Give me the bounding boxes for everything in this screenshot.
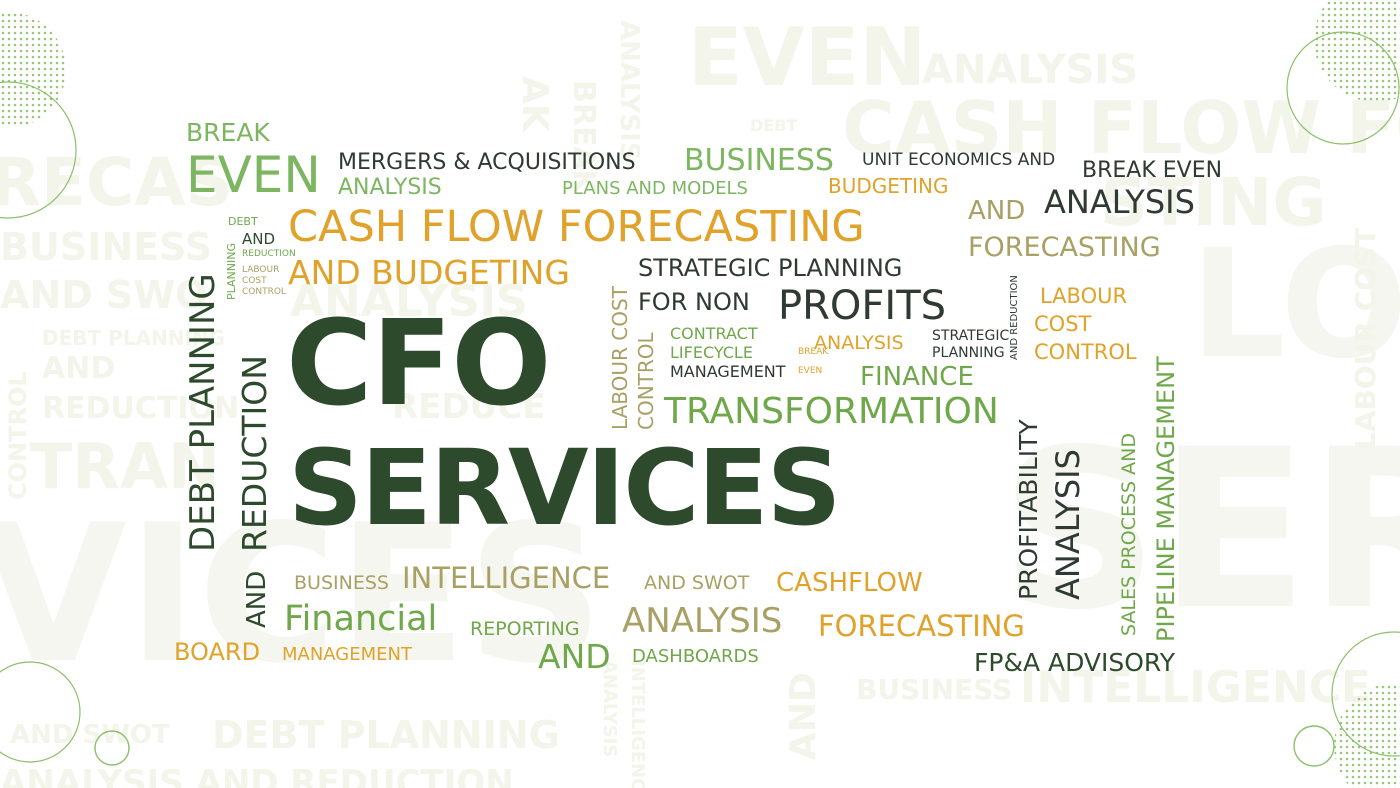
watermark-debt-planning-bottom: DEBT PLANNING bbox=[212, 713, 560, 757]
word-analysis-2: ANALYSIS bbox=[1044, 183, 1195, 221]
dot-pattern-bottom-right bbox=[1334, 683, 1400, 788]
word-reduction: REDUCTION bbox=[235, 355, 274, 552]
watermark-reduce: REDUCE bbox=[392, 387, 546, 427]
word-control-small: CONTROL bbox=[242, 287, 286, 297]
word-transformation: TRANSFORMATION bbox=[664, 391, 999, 432]
word-mergers: MERGERS & ACQUISITIONS bbox=[338, 150, 636, 175]
word-control: CONTROL bbox=[1034, 340, 1137, 364]
word-planning: PLANNING bbox=[932, 345, 1005, 361]
word-forecasting-1: FORECASTING bbox=[968, 232, 1161, 263]
word-profitability: PROFITABILITY bbox=[1014, 419, 1043, 600]
ring-bottom-right bbox=[1331, 631, 1400, 757]
word-and-budgeting: AND BUDGETING bbox=[288, 253, 570, 292]
watermark-recast: RECAS bbox=[0, 144, 233, 221]
word-business-2: BUSINESS bbox=[294, 572, 389, 594]
ring-top-left bbox=[0, 81, 77, 219]
word-and-vertical: AND bbox=[242, 570, 272, 628]
dot-pattern-top-left bbox=[0, 12, 66, 128]
watermark-intelligence: INTELLIGENCE bbox=[1020, 662, 1372, 713]
word-unit-economics: UNIT ECONOMICS AND bbox=[862, 150, 1056, 170]
small-ring-bottom-left bbox=[94, 730, 130, 766]
word-budgeting-1: BUDGETING bbox=[828, 174, 949, 198]
word-intelligence: INTELLIGENCE bbox=[402, 561, 611, 595]
word-break: BREAK bbox=[186, 118, 270, 147]
word-and-reduction-v: AND REDUCTION bbox=[1009, 275, 1020, 360]
watermark-vices: VICES bbox=[0, 484, 604, 705]
word-board: BOARD bbox=[174, 638, 261, 666]
watermark-serv: SERV bbox=[1000, 402, 1400, 658]
word-debt-small: DEBT bbox=[228, 215, 258, 228]
word-profits: PROFITS bbox=[778, 283, 947, 329]
word-and-swot: AND SWOT bbox=[644, 572, 750, 594]
word-finance: FINANCE bbox=[860, 362, 974, 392]
word-for-non: FOR NON bbox=[638, 288, 750, 316]
watermark-business: BUSINESS bbox=[0, 225, 213, 269]
watermark-sting: STING bbox=[1100, 164, 1327, 241]
word-even-v: EVEN bbox=[798, 366, 823, 376]
word-control-v: CONTROL bbox=[634, 332, 658, 430]
ring-top-right bbox=[1286, 31, 1400, 145]
word-analysis-4: ANALYSIS bbox=[622, 601, 783, 641]
watermark-tran: TRAN bbox=[30, 430, 220, 503]
watermark-reduction: REDUCTION bbox=[42, 391, 240, 426]
word-pipeline-management: PIPELINE MANAGEMENT bbox=[1152, 356, 1180, 642]
watermark-and: AND bbox=[42, 351, 116, 386]
word-break-v: BREAK bbox=[798, 347, 829, 357]
watermark-and-swot: AND SWOT bbox=[10, 720, 170, 750]
word-debt-planning: DEBT PLANNING bbox=[183, 273, 223, 552]
word-plans-models: PLANS AND MODELS bbox=[562, 178, 748, 199]
word-cost-small: COST bbox=[242, 276, 267, 286]
word-analysis-3: ANALYSIS bbox=[814, 332, 904, 354]
word-cost: COST bbox=[1034, 312, 1092, 336]
word-labour-cost-v: LABOUR COST bbox=[608, 286, 632, 430]
watermark-debt: DEBT bbox=[750, 116, 798, 135]
watermark-analysis-top: ANALYSIS bbox=[922, 47, 1139, 93]
watermark-analysis-bottom: ANALYSIS AND REDUCTION bbox=[0, 763, 514, 788]
word-and-2: AND bbox=[538, 637, 611, 676]
word-and-small: AND bbox=[242, 230, 276, 248]
watermark-cash-flow: CASH FLOW FO bbox=[842, 86, 1400, 170]
word-cash-flow-forecasting: CASH FLOW FORECASTING bbox=[288, 202, 865, 252]
watermark-business-bottom: BUSINESS bbox=[856, 673, 1013, 706]
word-business: BUSINESS bbox=[684, 143, 834, 178]
watermark-lo: LO bbox=[1190, 218, 1400, 392]
word-dashboards: DASHBOARDS bbox=[632, 646, 759, 667]
ring-bottom-left bbox=[0, 661, 81, 763]
word-lifecycle: LIFECYCLE bbox=[670, 343, 753, 362]
word-break-even: BREAK EVEN bbox=[1082, 158, 1223, 183]
word-management-2: MANAGEMENT bbox=[282, 644, 412, 665]
title-services: SERVICES bbox=[288, 427, 841, 549]
word-planning-small: PLANNING bbox=[225, 243, 238, 300]
word-forecasting-2: FORECASTING bbox=[818, 609, 1025, 643]
watermark-debt-planning: DEBT PLANNING bbox=[42, 326, 226, 350]
watermark-analysis-middle: ANALYSIS bbox=[290, 276, 528, 327]
word-contract: CONTRACT bbox=[670, 324, 758, 343]
word-reduction-small: REDUCTION bbox=[242, 249, 296, 259]
watermark-and-swo: AND SWO bbox=[0, 273, 208, 317]
word-fpa-advisory: FP&A ADVISORY bbox=[974, 648, 1175, 677]
word-analysis-v: ANALYSIS bbox=[1049, 449, 1087, 600]
dot-pattern-top-right bbox=[1314, 0, 1400, 102]
word-labour-small: LABOUR bbox=[242, 265, 280, 275]
word-financial: Financial bbox=[284, 599, 438, 639]
word-labour: LABOUR bbox=[1040, 284, 1128, 308]
word-cashflow: CASHFLOW bbox=[776, 568, 923, 598]
word-analysis-1: ANALYSIS bbox=[338, 175, 442, 200]
small-ring-bottom-right bbox=[1293, 725, 1335, 767]
title-cfo: CFO bbox=[286, 294, 552, 432]
watermark-even: EVEN bbox=[688, 11, 927, 104]
word-reporting: REPORTING bbox=[470, 618, 580, 640]
word-even: EVEN bbox=[186, 146, 321, 204]
word-sales-process: SALES PROCESS AND bbox=[1118, 433, 1140, 636]
word-strategic-planning: STRATEGIC PLANNING bbox=[638, 254, 903, 282]
word-strategic: STRATEGIC bbox=[932, 328, 1010, 344]
word-and-1: AND bbox=[968, 196, 1026, 226]
word-management-1: MANAGEMENT bbox=[670, 362, 786, 381]
